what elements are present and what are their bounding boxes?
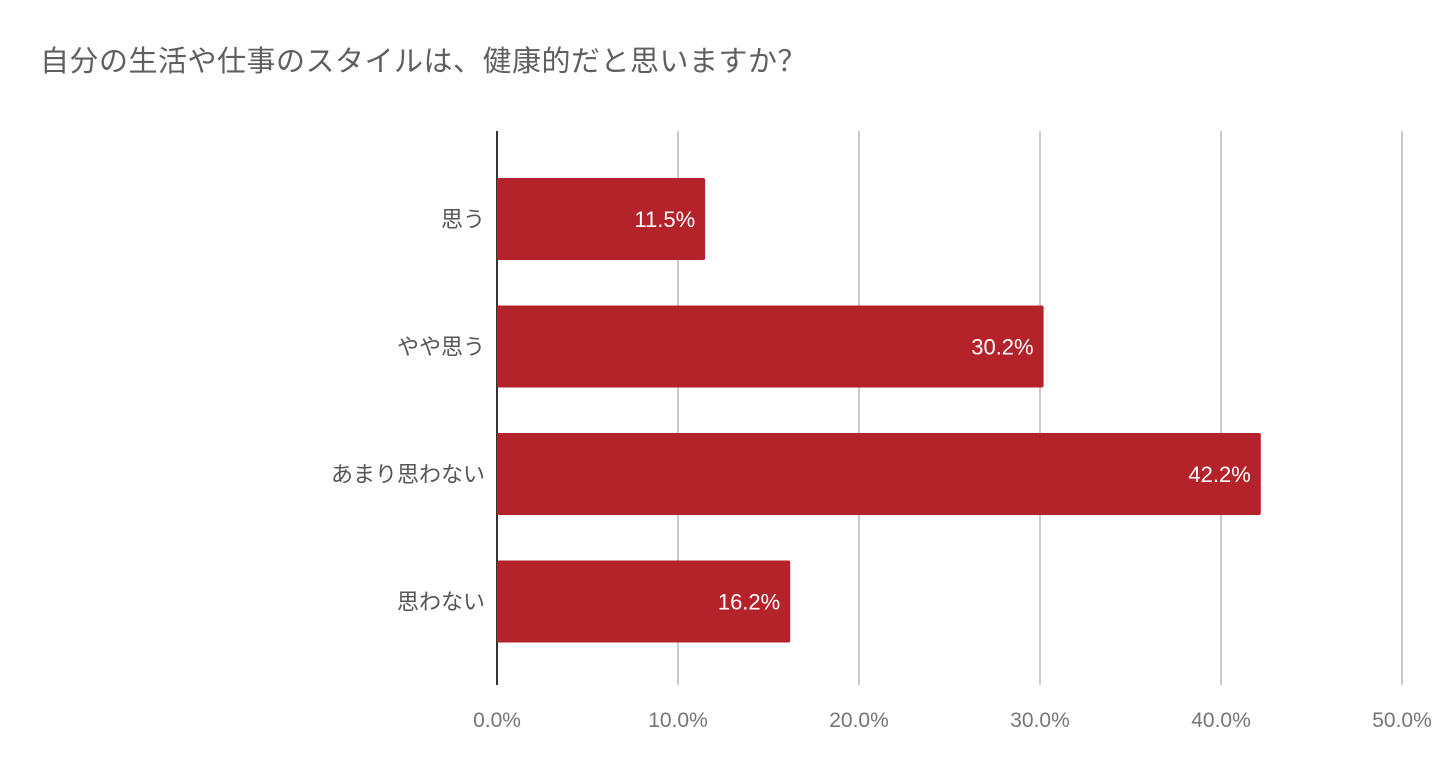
- x-tick-label: 10.0%: [648, 709, 708, 732]
- bar: [497, 178, 706, 260]
- x-tick-label: 50.0%: [1372, 709, 1432, 732]
- category-label: 思う: [441, 208, 485, 233]
- x-tick-label: 20.0%: [829, 709, 889, 732]
- category-label: 思わない: [397, 591, 485, 616]
- data-label: 16.2%: [718, 590, 780, 615]
- data-label: 30.2%: [971, 335, 1033, 360]
- category-label: やや思う: [397, 336, 485, 361]
- x-tick-label: 40.0%: [1191, 709, 1251, 732]
- category-label: あまり思わない: [331, 463, 485, 488]
- bar: [497, 560, 791, 643]
- x-tick-label: 30.0%: [1010, 709, 1070, 732]
- chart-title: 自分の生活や仕事のスタイルは、健康的だと思いますか？: [40, 44, 808, 78]
- bar: [497, 433, 1261, 515]
- data-label: 42.2%: [1188, 462, 1250, 487]
- data-label: 11.5%: [634, 207, 695, 232]
- bar: [497, 305, 1044, 388]
- x-tick-label: 0.0%: [473, 709, 521, 732]
